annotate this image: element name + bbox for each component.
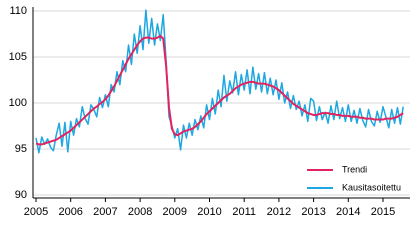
y-tick-label: 110 (9, 5, 27, 17)
x-tick-label: 2013 (301, 206, 325, 218)
x-tick-label: 2008 (128, 206, 152, 218)
legend-label: Trendi (342, 164, 367, 174)
x-tick-label: 2006 (58, 206, 82, 218)
legend-label: Kausitasoitettu (342, 182, 401, 192)
series-line (35, 9, 404, 154)
y-tick-label: 100 (9, 97, 27, 109)
x-tick-label: 2011 (232, 206, 256, 218)
chart: 90 95 100 105 110 2005 2006 2007 2008 2009 2010 201… (9, 5, 410, 218)
y-tick-label: 90 (15, 189, 27, 201)
legend: Trendi Kausitasoitettu (307, 164, 401, 192)
x-tick-label: 2015 (371, 206, 395, 218)
x-tick-label: 2014 (336, 206, 360, 218)
x-tick-label: 2005 (24, 206, 48, 218)
y-tick-label: 95 (15, 143, 27, 155)
x-tick-label: 2012 (267, 206, 291, 218)
x-tick-label: 2009 (163, 206, 187, 218)
series-line (35, 34, 404, 146)
x-tick-label: 2007 (93, 206, 117, 218)
y-tick-label: 105 (9, 51, 27, 63)
x-tick-label: 2010 (197, 206, 221, 218)
